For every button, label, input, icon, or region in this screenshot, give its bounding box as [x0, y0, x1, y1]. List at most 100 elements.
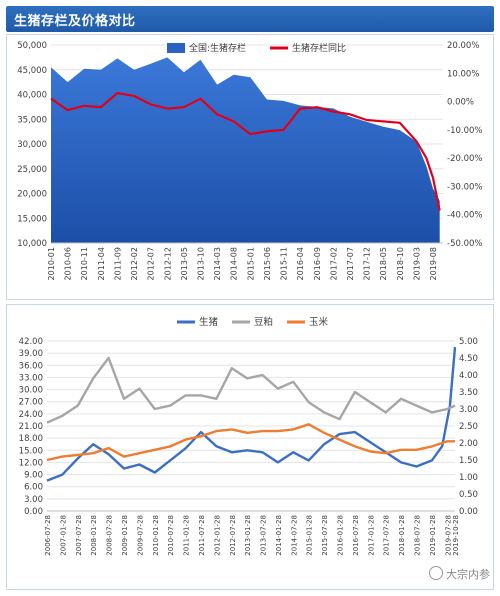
chart2-grid: [47, 340, 455, 512]
series-line-3: [46, 423, 455, 462]
y-left-tick-label: 42.00: [19, 337, 43, 347]
x-tick-label: 2016-07-28: [352, 515, 360, 556]
watermark: 大宗内参: [429, 566, 490, 582]
y-right-tick-label: 0.00: [459, 507, 478, 517]
y-right-tick-label: 2.50: [459, 422, 478, 432]
x-tick-label: 2014-01-28: [275, 515, 283, 556]
y-left-tick-label: 24.00: [19, 410, 43, 420]
y-left-tick-label: 10,000: [17, 239, 47, 249]
x-tick-label: 2015-07-28: [321, 515, 329, 556]
x-tick-label: 2010-11: [80, 247, 89, 280]
y-right-tick-label: 3.50: [459, 388, 478, 398]
x-tick-label: 2019-03: [412, 247, 421, 280]
y-right-tick-label: 2.00: [459, 439, 478, 449]
x-tick-label: 2012-07: [147, 247, 156, 280]
x-tick-label: 2019-08: [429, 247, 438, 280]
x-tick-label: 2014-07-28: [290, 515, 298, 556]
y-right-tick-label: -30.00%: [447, 182, 482, 192]
price-chart: 0.00 3.00 6.00 9.00 12.00 15.00 18.00 21.00 24.0…: [19, 316, 478, 556]
series-area-1: [51, 57, 440, 244]
x-tick-label: 2014-03: [213, 247, 222, 280]
chart1-axes: 10,000 15,000 20,000 25,000 30,000 35,000 40,0…: [17, 41, 482, 280]
series-line-2: [50, 92, 441, 211]
y-right-tick-label: 10.00%: [447, 69, 479, 79]
x-tick-label: 2007-01-28: [59, 515, 67, 556]
page-title: 生猪存栏及价格对比: [14, 14, 136, 29]
x-tick-label: 2018-07-28: [414, 515, 422, 556]
x-tick-label: 2011-09: [113, 247, 122, 280]
series-line-2: [46, 356, 456, 424]
y-left-tick-label: 15,000: [17, 214, 47, 224]
chart2-legend: 生猪 豆粕 玉米: [177, 316, 329, 328]
legend-label: 玉米: [309, 316, 329, 328]
x-tick-label: 2018-01-28: [398, 515, 406, 556]
x-tick-label: 2019-10-28: [452, 515, 460, 556]
x-tick-label: 2018-05: [379, 247, 388, 280]
y-left-tick-label: 20,000: [17, 190, 47, 200]
y-right-tick-label: -50.00%: [447, 239, 482, 249]
y-left-tick-label: 18.00: [19, 434, 43, 444]
y-left-tick-label: 6.00: [24, 483, 43, 493]
y-right-tick-label: 5.00: [459, 337, 478, 347]
x-tick-label: 2013-01-28: [244, 515, 252, 556]
x-tick-label: 2012-07-28: [229, 515, 237, 556]
wechat-icon: [429, 566, 443, 580]
y-left-tick-label: 21.00: [19, 422, 43, 432]
y-left-tick-label: 50,000: [17, 41, 47, 51]
y-right-tick-label: 4.50: [459, 354, 478, 364]
watermark-text: 大宗内参: [446, 568, 490, 581]
x-tick-label: 2010-01-28: [152, 515, 160, 556]
y-right-tick-label: 4.00: [459, 371, 478, 381]
y-right-tick-label: 3.00: [459, 405, 478, 415]
x-tick-label: 2013-10: [196, 247, 205, 280]
y-left-tick-label: 3.00: [24, 495, 43, 505]
y-left-tick-label: 30.00: [19, 386, 43, 396]
x-tick-label: 2019-01-28: [429, 515, 437, 556]
y-right-tick-label: -20.00%: [447, 154, 482, 164]
chart2-axes: 0.00 3.00 6.00 9.00 12.00 15.00 18.00 21.00 24.0…: [19, 337, 478, 556]
x-tick-label: 2008-07-28: [106, 515, 114, 556]
y-right-tick-label: 20.00%: [447, 41, 479, 51]
y-left-tick-label: 12.00: [19, 458, 43, 468]
x-tick-label: 2010-06: [64, 247, 73, 280]
y-left-tick-label: 36.00: [19, 361, 43, 371]
x-tick-label: 2007-07-28: [75, 515, 83, 556]
series-line-1: [46, 346, 457, 482]
y-right-tick-label: 1.50: [459, 456, 478, 466]
x-tick-label: 2010-01: [47, 247, 56, 280]
legend-label: 生猪存栏同比: [292, 42, 346, 54]
x-tick-label: 2017-02: [329, 247, 338, 280]
x-tick-label: 2010-07-28: [167, 515, 175, 556]
x-tick-label: 2016-04: [296, 247, 305, 280]
y-left-tick-label: 30,000: [17, 140, 47, 150]
legend-label: 豆粕: [254, 316, 273, 328]
x-tick-label: 2009-07-28: [136, 515, 144, 556]
x-tick-label: 2011-07-28: [198, 515, 206, 556]
x-tick-label: 2013-05: [180, 247, 189, 280]
title-bar: 生猪存栏及价格对比: [6, 6, 494, 32]
x-tick-label: 2015-11: [280, 247, 289, 280]
x-tick-label: 2017-07-28: [383, 515, 391, 556]
panel-herd-chart: 10,000 15,000 20,000 25,000 30,000 35,000 40,0…: [6, 34, 494, 300]
herd-chart: 10,000 15,000 20,000 25,000 30,000 35,000 40,0…: [17, 41, 482, 280]
y-left-tick-label: 45,000: [17, 66, 47, 76]
y-right-tick-label: 0.50: [459, 490, 478, 500]
x-tick-label: 2016-09: [313, 247, 322, 280]
y-right-tick-label: 0.00%: [447, 98, 474, 108]
y-left-tick-label: 15.00: [19, 446, 43, 456]
y-left-tick-label: 25,000: [17, 165, 47, 175]
x-tick-label: 2019-07-28: [444, 515, 452, 556]
x-tick-label: 2011-04: [97, 247, 106, 280]
x-tick-label: 2012-02: [130, 247, 139, 280]
legend-swatch: [167, 43, 185, 53]
y-right-tick-label: -10.00%: [447, 126, 482, 136]
x-tick-label: 2015-01: [246, 247, 255, 280]
x-tick-label: 2006-07-28: [44, 515, 52, 556]
x-tick-label: 2017-01-28: [367, 515, 375, 556]
x-tick-label: 2015-06: [263, 247, 272, 280]
x-tick-label: 2012-12: [163, 247, 172, 280]
chart2-marks: [46, 346, 457, 482]
x-tick-label: 2014-08: [230, 247, 239, 280]
x-tick-label: 2012-01-28: [213, 515, 221, 556]
chart1-marks: [50, 57, 441, 244]
